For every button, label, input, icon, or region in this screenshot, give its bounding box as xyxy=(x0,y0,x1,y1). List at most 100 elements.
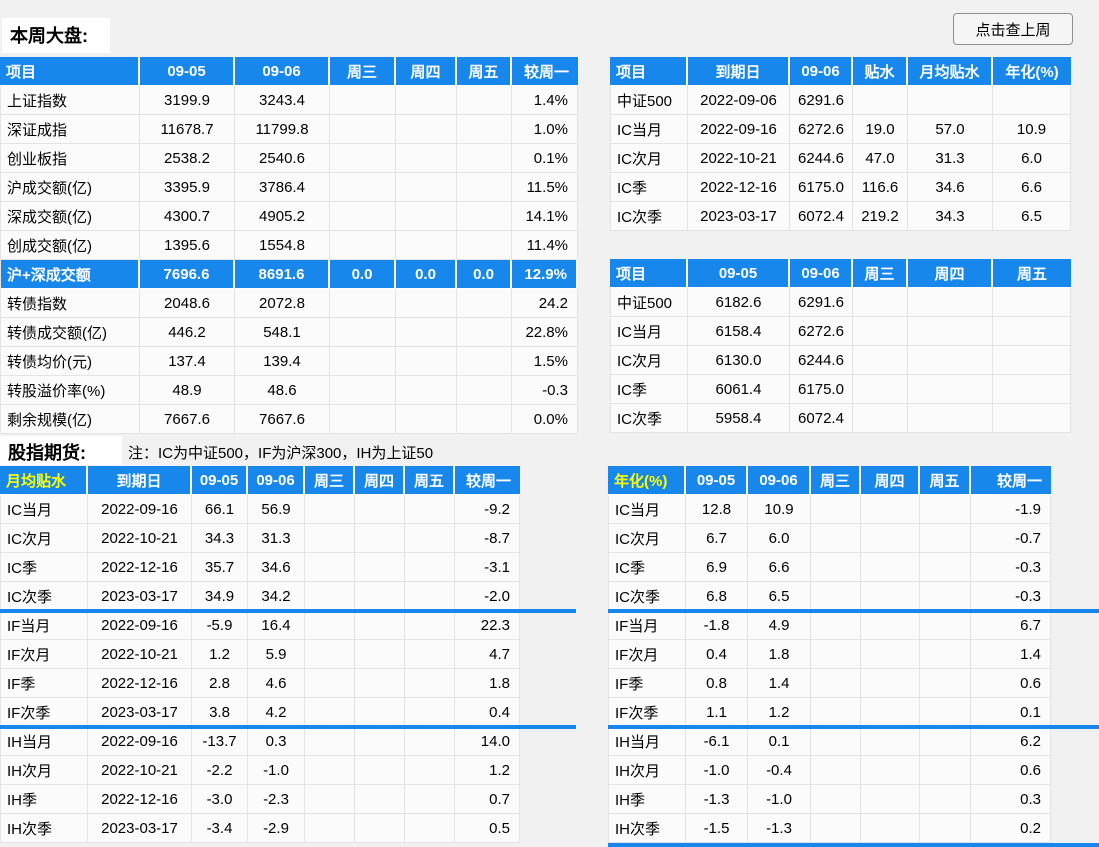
cell xyxy=(330,115,396,144)
cell: 2023-03-17 xyxy=(88,698,192,727)
table-row: 转股溢价率(%) 48.9 48.6 -0.3 xyxy=(0,376,578,405)
column-header: 周五 xyxy=(993,259,1071,288)
cell: 1.4 xyxy=(748,669,811,698)
cell: -2.9 xyxy=(248,814,305,843)
cell: 2022-12-16 xyxy=(688,173,790,202)
row-label: IC次月 xyxy=(610,346,688,375)
cell xyxy=(993,288,1071,317)
table-row: 上证指数 3199.9 3243.4 1.4% xyxy=(0,86,578,115)
cell xyxy=(457,86,512,115)
futures-section-note: 注：IC为中证500，IF为沪深300，IH为上证50 xyxy=(128,445,434,462)
cell: 2022-10-21 xyxy=(88,524,192,553)
cell: 34.3 xyxy=(192,524,248,553)
table-row: IF次季 1.1 1.2 0.1 xyxy=(608,698,1051,727)
cell xyxy=(405,495,455,524)
cell: -1.9 xyxy=(971,495,1051,524)
cell: 6.9 xyxy=(686,553,748,582)
table-row: IC次月 2022-10-21 6244.6 47.0 31.3 6.0 xyxy=(610,144,1071,173)
futures-section-label: 股指期货: xyxy=(0,436,122,465)
cell xyxy=(993,317,1071,346)
cell xyxy=(396,289,457,318)
cell xyxy=(811,698,861,727)
cell xyxy=(396,347,457,376)
table-row: IC季 6061.4 6175.0 xyxy=(610,375,1071,404)
cell xyxy=(811,582,861,611)
cell xyxy=(811,553,861,582)
cell: 0.4 xyxy=(455,698,520,727)
row-label: 转股溢价率(%) xyxy=(0,376,140,405)
cell: 219.2 xyxy=(853,202,908,231)
row-label: 深成交额(亿) xyxy=(0,202,140,231)
table-row: IF次季 2023-03-17 3.8 4.2 0.4 xyxy=(0,698,520,727)
cell: 56.9 xyxy=(248,495,305,524)
cell: 0.3 xyxy=(971,785,1051,814)
cell: 0.6 xyxy=(971,756,1051,785)
cell: 6.6 xyxy=(748,553,811,582)
column-header: 09-05 xyxy=(688,259,790,288)
cell: 4300.7 xyxy=(140,202,235,231)
cell: 137.4 xyxy=(140,347,235,376)
cell xyxy=(457,231,512,260)
cell: 3.8 xyxy=(192,698,248,727)
cell: 2538.2 xyxy=(140,144,235,173)
row-label: IC季 xyxy=(0,553,88,582)
cell xyxy=(396,318,457,347)
cell: -13.7 xyxy=(192,727,248,756)
cell xyxy=(853,404,908,433)
cell xyxy=(405,553,455,582)
cell xyxy=(811,611,861,640)
table-row: 剩余规模(亿) 7667.6 7667.6 0.0% xyxy=(0,405,578,434)
cell xyxy=(305,814,355,843)
table-row: IH当月 2022-09-16 -13.7 0.3 14.0 xyxy=(0,727,520,756)
table-row: 中证500 6182.6 6291.6 xyxy=(610,288,1071,317)
row-label: IC次月 xyxy=(0,524,88,553)
cell xyxy=(355,669,405,698)
row-label: IF次季 xyxy=(608,698,686,727)
cell: 4.6 xyxy=(248,669,305,698)
table-row: IH次月 2022-10-21 -2.2 -1.0 1.2 xyxy=(0,756,520,785)
cell xyxy=(405,756,455,785)
cell: 6072.4 xyxy=(790,202,853,231)
table-row: IC次季 5958.4 6072.4 xyxy=(610,404,1071,433)
cell: 1.4 xyxy=(971,640,1051,669)
column-header: 项目 xyxy=(0,57,140,86)
cell: 2540.6 xyxy=(235,144,330,173)
cell xyxy=(861,524,920,553)
cell xyxy=(457,318,512,347)
row-label: IC次月 xyxy=(608,524,686,553)
row-label: 转债指数 xyxy=(0,289,140,318)
cell xyxy=(861,727,920,756)
cell: 446.2 xyxy=(140,318,235,347)
cell: 6244.6 xyxy=(790,346,853,375)
cell: 48.6 xyxy=(235,376,330,405)
cell: 34.6 xyxy=(248,553,305,582)
cell xyxy=(993,86,1071,115)
cell: 2023-03-17 xyxy=(688,202,790,231)
cell xyxy=(405,524,455,553)
cell: 34.3 xyxy=(908,202,993,231)
cell: 31.3 xyxy=(248,524,305,553)
table-row: IC次月 6.7 6.0 -0.7 xyxy=(608,524,1051,553)
cell xyxy=(396,376,457,405)
table-row: IF当月 -1.8 4.9 6.7 xyxy=(608,611,1051,640)
cell: 34.6 xyxy=(908,173,993,202)
cell: 34.9 xyxy=(192,582,248,611)
column-header: 09-06 xyxy=(235,57,330,86)
table-row: IF当月 2022-09-16 -5.9 16.4 22.3 xyxy=(0,611,520,640)
cell xyxy=(457,405,512,434)
cell: -1.3 xyxy=(686,785,748,814)
cell xyxy=(355,611,405,640)
cell: 2022-12-16 xyxy=(88,785,192,814)
cell: -2.0 xyxy=(455,582,520,611)
table-row: IF次月 2022-10-21 1.2 5.9 4.7 xyxy=(0,640,520,669)
cell xyxy=(405,727,455,756)
view-last-week-button[interactable]: 点击查上周 xyxy=(953,13,1073,45)
column-header: 到期日 xyxy=(688,57,790,86)
cell: 11678.7 xyxy=(140,115,235,144)
cell xyxy=(861,553,920,582)
table-row: IC季 2022-12-16 6175.0 116.6 34.6 6.6 xyxy=(610,173,1071,202)
cell xyxy=(405,640,455,669)
cell xyxy=(355,814,405,843)
cell: -3.4 xyxy=(192,814,248,843)
